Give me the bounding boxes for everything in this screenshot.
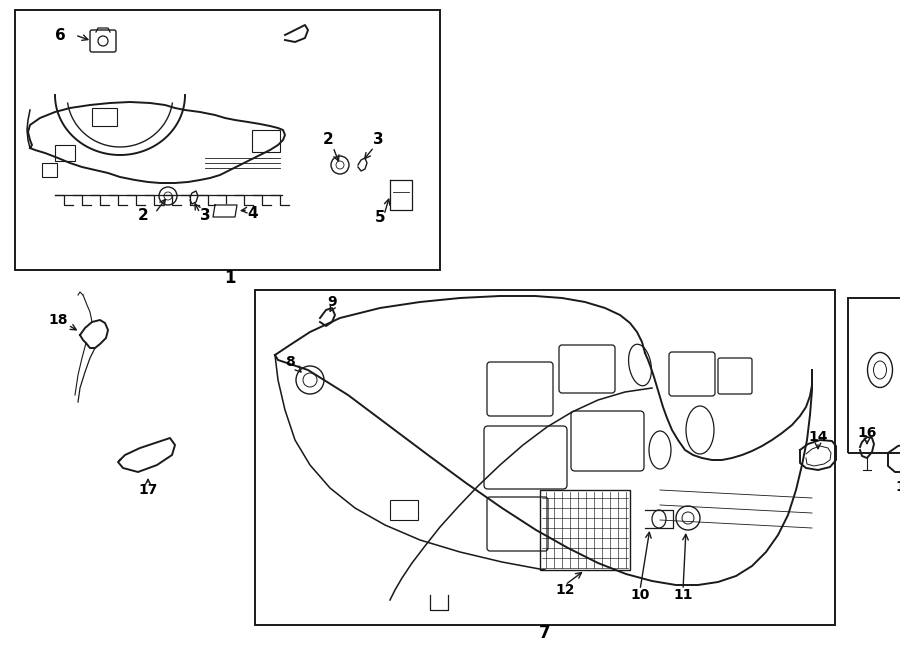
Bar — [55, 145, 75, 161]
Bar — [540, 490, 630, 570]
Text: 14: 14 — [808, 430, 828, 444]
Text: 18: 18 — [49, 313, 68, 327]
Bar — [252, 130, 280, 152]
Text: 12: 12 — [555, 583, 575, 597]
Bar — [255, 290, 835, 625]
Text: 10: 10 — [630, 588, 650, 602]
Text: 8: 8 — [285, 355, 295, 369]
Bar — [92, 108, 117, 126]
Text: 2: 2 — [138, 207, 148, 222]
Text: 3: 3 — [373, 132, 383, 148]
Ellipse shape — [652, 510, 666, 528]
Bar — [390, 500, 418, 520]
Text: 6: 6 — [55, 28, 66, 42]
Text: 17: 17 — [139, 483, 158, 497]
Text: 3: 3 — [200, 207, 211, 222]
Bar — [848, 298, 900, 453]
Text: 7: 7 — [539, 624, 551, 642]
Text: 16: 16 — [858, 426, 877, 440]
Text: 4: 4 — [248, 205, 258, 220]
Text: 1: 1 — [224, 269, 236, 287]
Text: 2: 2 — [322, 132, 333, 148]
Bar — [15, 10, 440, 270]
Text: 5: 5 — [374, 211, 385, 226]
Text: 9: 9 — [328, 295, 337, 309]
Bar — [42, 163, 57, 177]
Polygon shape — [213, 205, 237, 217]
Text: 11: 11 — [673, 588, 693, 602]
Text: 15: 15 — [896, 480, 900, 494]
